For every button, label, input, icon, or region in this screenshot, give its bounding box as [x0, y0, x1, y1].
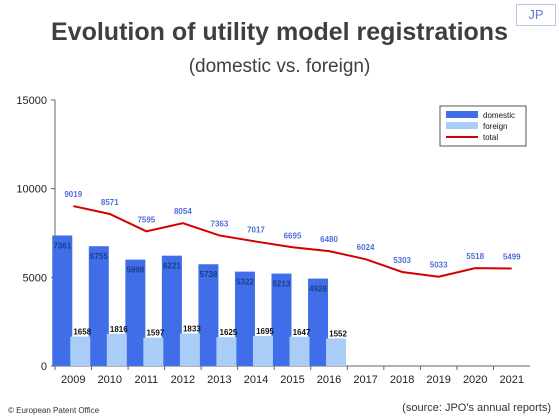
data-label-domestic: 4928 [309, 285, 327, 294]
legend-label-total: total [483, 133, 498, 142]
data-label-total: 5518 [466, 252, 484, 261]
y-tick-label: 10000 [16, 184, 47, 196]
x-tick-label: 2011 [135, 374, 159, 386]
data-label-total: 5033 [430, 261, 448, 270]
bar-domestic [52, 235, 72, 366]
x-tick-label: 2020 [463, 374, 487, 386]
data-label-foreign: 1625 [220, 328, 238, 337]
data-label-domestic: 6755 [90, 252, 108, 261]
data-label-total: 9019 [64, 190, 82, 199]
legend-label-foreign: foreign [483, 122, 507, 131]
bar-foreign [326, 338, 346, 366]
legend-swatch-domestic [446, 111, 478, 118]
bar-foreign [253, 336, 273, 366]
bar-domestic [125, 260, 145, 366]
data-label-domestic: 5213 [273, 280, 291, 289]
bar-domestic [162, 256, 182, 366]
data-label-foreign: 1816 [110, 325, 128, 334]
bar-foreign [143, 338, 163, 366]
y-tick-label: 0 [41, 361, 47, 373]
data-label-foreign: 1552 [329, 329, 347, 338]
data-label-total: 7595 [137, 215, 155, 224]
data-label-foreign: 1647 [293, 328, 311, 337]
chart-legend: domestic foreign total [440, 106, 526, 146]
data-label-foreign: 1658 [73, 328, 91, 337]
bar-foreign [180, 333, 200, 366]
x-tick-label: 2019 [426, 374, 450, 386]
x-tick-label: 2012 [171, 374, 195, 386]
bar-domestic [198, 264, 218, 366]
data-label-domestic: 5322 [236, 278, 254, 287]
data-label-total: 6024 [357, 243, 375, 252]
x-tick-label: 2018 [390, 374, 414, 386]
bar-foreign [290, 337, 310, 366]
data-label-total: 6695 [284, 231, 302, 240]
x-tick-label: 2009 [61, 374, 85, 386]
legend-label-domestic: domestic [483, 111, 515, 120]
x-tick-label: 2015 [280, 374, 304, 386]
y-tick-label: 15000 [16, 95, 47, 107]
data-label-total: 7017 [247, 226, 265, 235]
bar-domestic [89, 246, 109, 366]
x-tick-label: 2013 [207, 374, 231, 386]
bar-foreign [216, 337, 236, 366]
y-tick-label: 5000 [23, 272, 47, 284]
legend-swatch-foreign [446, 122, 478, 129]
data-label-total: 8571 [101, 198, 119, 207]
x-tick-label: 2010 [98, 374, 122, 386]
x-tick-label: 2017 [353, 374, 377, 386]
data-label-foreign: 1833 [183, 324, 201, 333]
x-tick-label: 2016 [317, 374, 341, 386]
bar-foreign [70, 337, 90, 366]
data-label-foreign: 1597 [146, 329, 164, 338]
data-label-foreign: 1695 [256, 327, 274, 336]
data-label-total: 8054 [174, 207, 192, 216]
data-label-domestic: 5998 [126, 266, 144, 275]
data-label-total: 7363 [211, 219, 229, 228]
x-tick-label: 2021 [499, 374, 523, 386]
x-tick-label: 2014 [244, 374, 268, 386]
data-label-total: 5303 [393, 256, 411, 265]
data-label-domestic: 7361 [53, 241, 71, 250]
copyright-text: © European Patent Office [8, 406, 99, 415]
bar-foreign [107, 334, 127, 366]
source-note: (source: JPO's annual reports) [402, 402, 551, 414]
data-label-total: 5499 [503, 252, 521, 261]
data-label-domestic: 6221 [163, 262, 181, 271]
data-label-total: 6480 [320, 235, 338, 244]
data-label-domestic: 5738 [200, 270, 218, 279]
